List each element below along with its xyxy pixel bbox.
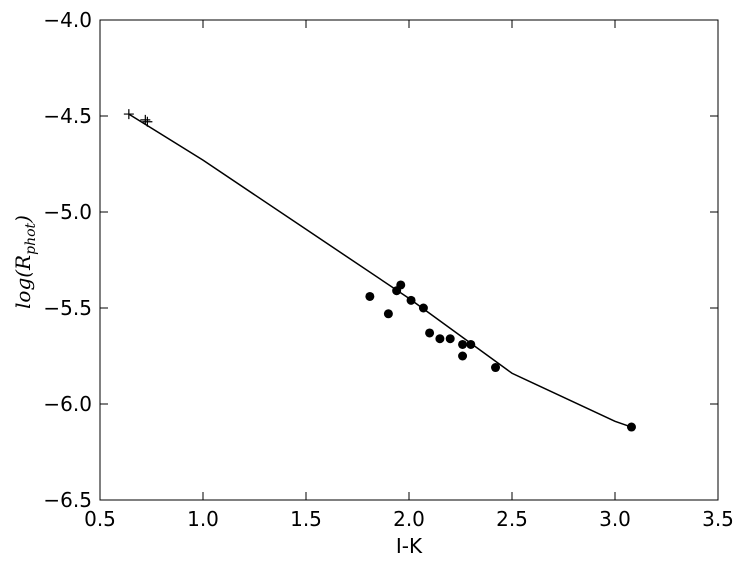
y-tick-label: −4.0 xyxy=(43,8,92,32)
fit-line xyxy=(128,113,632,428)
point xyxy=(418,303,428,313)
point xyxy=(626,422,636,432)
x-tick-label: 3.0 xyxy=(599,507,631,531)
point xyxy=(365,291,375,301)
y-label-close: ) xyxy=(11,215,35,224)
y-label-main: log(R xyxy=(11,255,35,309)
point xyxy=(458,351,468,361)
point xyxy=(425,328,435,338)
point xyxy=(406,295,416,305)
point xyxy=(491,363,501,373)
x-tick-label: 1.0 xyxy=(187,507,219,531)
plus-point xyxy=(142,116,153,127)
x-axis-label: I-K xyxy=(396,534,423,558)
y-tick-label: −6.5 xyxy=(43,488,92,512)
x-tick-label: 2.5 xyxy=(496,507,528,531)
y-axis-label: log(Rphot) xyxy=(11,215,39,309)
x-tick-label: 3.5 xyxy=(702,507,734,531)
y-tick-label: −6.0 xyxy=(43,392,92,416)
y-label-sub: phot xyxy=(23,222,39,254)
plus-point xyxy=(123,109,134,120)
point xyxy=(435,334,445,344)
point xyxy=(396,280,406,290)
y-tick-label: −5.5 xyxy=(43,296,92,320)
y-tick-label: −4.5 xyxy=(43,104,92,128)
point xyxy=(383,309,393,319)
plot-frame xyxy=(99,19,719,501)
plus-point xyxy=(140,114,151,125)
x-tick-label: 2.0 xyxy=(393,507,425,531)
x-tick-label: 1.5 xyxy=(290,507,322,531)
point xyxy=(445,334,455,344)
y-tick-label: −5.0 xyxy=(43,200,92,224)
point xyxy=(466,339,476,349)
x-tick-label: 0.5 xyxy=(84,507,116,531)
point xyxy=(458,339,468,349)
